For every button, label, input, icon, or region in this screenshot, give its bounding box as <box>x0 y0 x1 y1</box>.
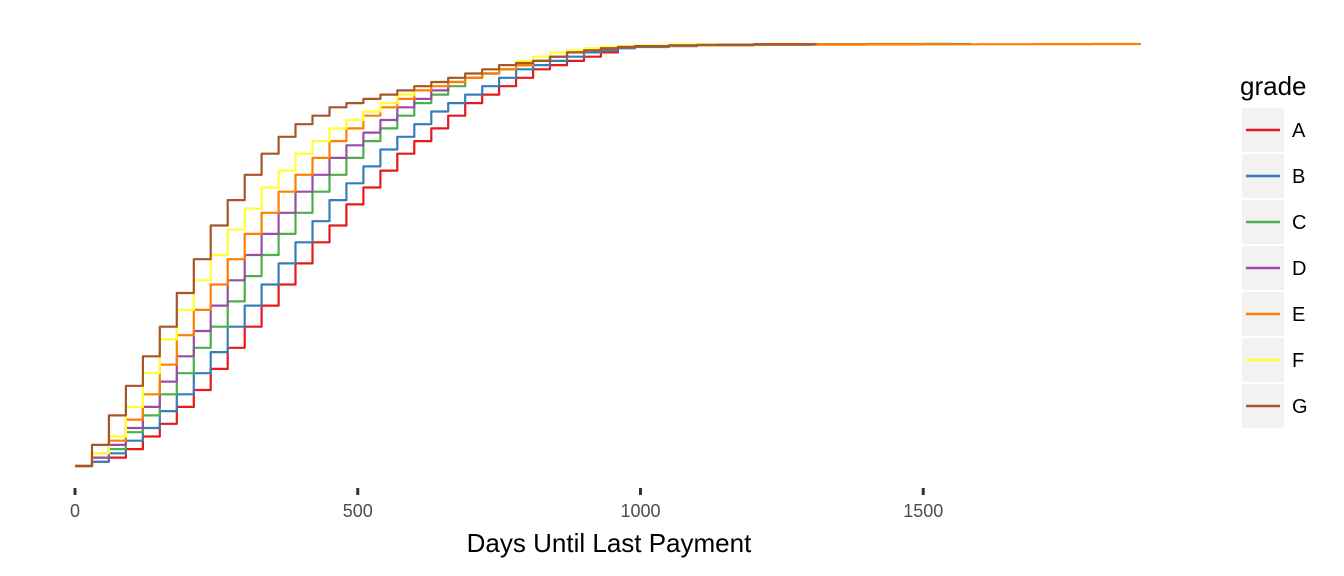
legend-label-D: D <box>1292 258 1306 280</box>
x-axis: 0 500 1000 1500 <box>70 488 943 521</box>
legend-label-A: A <box>1292 120 1306 142</box>
series-line-E <box>75 44 1141 466</box>
series-line-B <box>75 44 971 466</box>
series-line-D <box>75 44 816 466</box>
legend-title: grade <box>1240 71 1307 101</box>
legend-label-E: E <box>1292 304 1305 326</box>
x-tick-label: 0 <box>70 501 80 521</box>
series-line-A <box>75 44 816 466</box>
series-line-G <box>75 44 816 466</box>
x-tick-label: 500 <box>343 501 373 521</box>
legend-label-C: C <box>1292 212 1306 234</box>
legend-label-F: F <box>1292 350 1304 372</box>
legend-items: A B C D E F G <box>1242 108 1308 428</box>
plot-lines <box>75 44 1141 466</box>
x-tick-label: 1000 <box>620 501 660 521</box>
legend-label-G: G <box>1292 396 1308 418</box>
legend: grade A B C D E F G <box>1240 71 1308 428</box>
x-axis-title: Days Until Last Payment <box>467 528 752 558</box>
legend-label-B: B <box>1292 166 1305 188</box>
series-line-C <box>75 44 952 466</box>
x-tick-label: 1500 <box>903 501 943 521</box>
